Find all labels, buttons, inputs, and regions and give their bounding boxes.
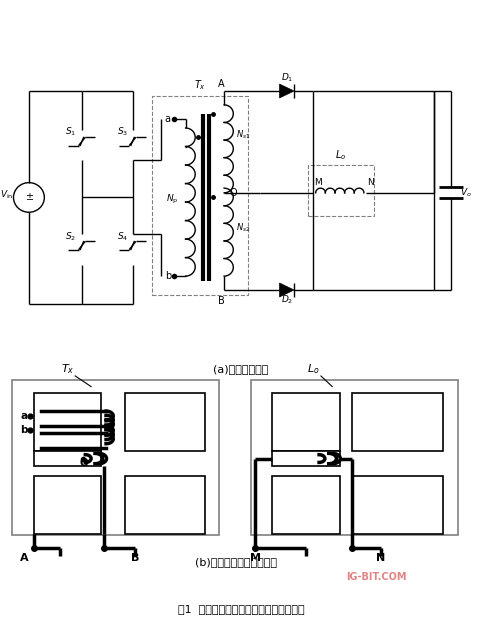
Bar xyxy=(308,165,374,216)
Bar xyxy=(34,394,101,452)
Bar xyxy=(34,452,101,466)
Bar xyxy=(352,394,443,452)
Bar xyxy=(272,476,340,534)
Text: a: a xyxy=(165,114,171,124)
Text: $T_x$: $T_x$ xyxy=(194,79,206,93)
Text: $N_{\rm p}$: $N_{\rm p}$ xyxy=(166,193,179,206)
Bar xyxy=(272,452,340,466)
Text: M: M xyxy=(314,178,322,188)
Text: b: b xyxy=(20,426,28,436)
Text: $L_o$: $L_o$ xyxy=(335,148,347,162)
Text: N: N xyxy=(376,553,386,563)
Text: O: O xyxy=(230,188,238,198)
Text: A: A xyxy=(218,79,225,89)
Text: $S_4$: $S_4$ xyxy=(117,230,128,242)
Text: (a)全波整流电路: (a)全波整流电路 xyxy=(214,363,268,374)
Text: O: O xyxy=(80,458,89,468)
Text: N: N xyxy=(367,178,374,188)
Bar xyxy=(251,381,458,536)
Bar xyxy=(152,96,248,295)
Text: A: A xyxy=(20,553,28,563)
Text: $V_o$: $V_o$ xyxy=(460,186,472,199)
Bar xyxy=(34,476,101,534)
Text: $D_1$: $D_1$ xyxy=(281,72,293,85)
Text: $N_{s1}$: $N_{s1}$ xyxy=(236,129,251,141)
Text: $S_2$: $S_2$ xyxy=(65,230,76,242)
Text: ±: ± xyxy=(25,193,33,202)
Text: $S_1$: $S_1$ xyxy=(65,126,76,138)
Text: b: b xyxy=(165,271,171,281)
Text: $N_{s2}$: $N_{s2}$ xyxy=(236,222,251,234)
Bar xyxy=(352,476,443,534)
Text: 图1  全波整流电路及其分立磁件实现方式: 图1 全波整流电路及其分立磁件实现方式 xyxy=(178,604,304,614)
Text: $V_{\rm in}$: $V_{\rm in}$ xyxy=(0,189,14,201)
Text: B: B xyxy=(131,553,139,563)
Text: (b)分立磁件电连接示意图: (b)分立磁件电连接示意图 xyxy=(195,557,277,567)
Text: $T_x$: $T_x$ xyxy=(61,362,74,376)
Polygon shape xyxy=(280,283,294,297)
Text: a: a xyxy=(20,411,27,421)
Bar xyxy=(12,381,219,536)
Text: M: M xyxy=(250,553,261,563)
Bar xyxy=(125,394,205,452)
Bar xyxy=(272,394,340,452)
Text: IG-BIT.COM: IG-BIT.COM xyxy=(346,572,406,582)
Polygon shape xyxy=(280,84,294,98)
Text: B: B xyxy=(218,296,225,305)
Text: $D_2$: $D_2$ xyxy=(281,294,293,307)
Text: $S_3$: $S_3$ xyxy=(117,126,128,138)
Text: $L_o$: $L_o$ xyxy=(307,362,320,376)
Bar xyxy=(125,476,205,534)
